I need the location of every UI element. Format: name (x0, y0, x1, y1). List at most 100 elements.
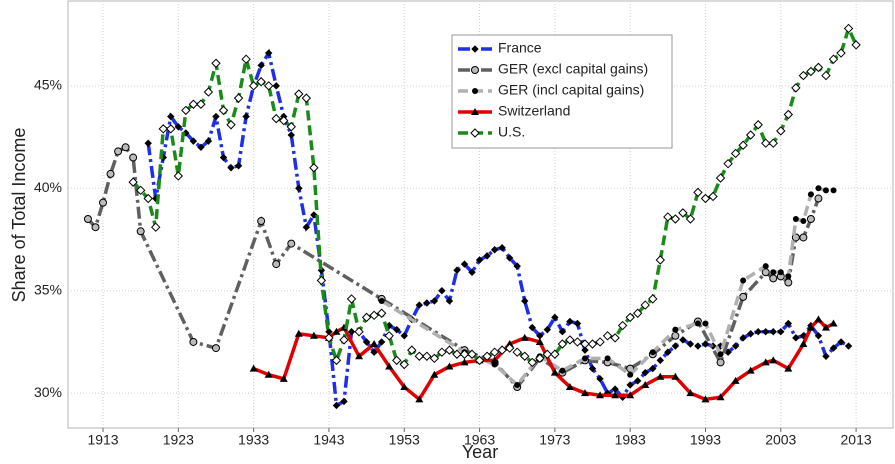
point (512, 347, 522, 357)
point (587, 339, 598, 349)
point (671, 342, 680, 350)
point (693, 187, 703, 198)
point (295, 184, 303, 192)
legend-marker (471, 108, 479, 115)
point (753, 120, 763, 130)
point (452, 349, 462, 359)
point (271, 113, 281, 124)
point (339, 335, 349, 345)
point (581, 346, 589, 354)
legend-marker (471, 45, 479, 53)
point (504, 343, 515, 353)
point (762, 263, 769, 270)
point (414, 351, 425, 361)
point (151, 222, 161, 232)
point (430, 297, 439, 305)
point (167, 112, 175, 121)
point (762, 327, 770, 336)
point (482, 351, 492, 361)
point (377, 338, 386, 346)
point (393, 325, 401, 334)
point (490, 356, 499, 364)
point (445, 297, 454, 305)
point (279, 115, 289, 126)
point (670, 214, 681, 224)
point (211, 58, 221, 68)
point (257, 217, 266, 226)
point (671, 331, 680, 340)
point (415, 395, 424, 403)
point (829, 319, 838, 327)
y-tick-label: 45% (34, 77, 62, 93)
point (754, 327, 762, 336)
point (263, 81, 274, 91)
x-tick-label: 2003 (765, 432, 796, 448)
y-tick-label: 30% (34, 384, 62, 400)
point (648, 294, 658, 304)
point (559, 367, 566, 374)
point (257, 61, 265, 70)
point (340, 397, 348, 406)
point (595, 337, 605, 347)
point (219, 153, 228, 162)
point (272, 82, 280, 90)
point (700, 193, 711, 204)
point (792, 334, 800, 342)
point (279, 374, 288, 382)
point (166, 124, 176, 134)
legend-marker (470, 128, 480, 138)
point (332, 327, 341, 335)
point (814, 332, 823, 340)
point (655, 255, 666, 265)
point (490, 246, 499, 254)
point (565, 335, 575, 345)
point (694, 342, 702, 350)
point (361, 312, 372, 323)
point (429, 353, 440, 364)
point (813, 62, 824, 73)
point (777, 269, 784, 276)
legend-label: U.S. (498, 124, 525, 140)
point (663, 212, 673, 222)
point (376, 308, 387, 318)
x-tick-label: 1923 (163, 432, 194, 448)
point (460, 260, 469, 268)
point (596, 375, 604, 383)
point (708, 191, 718, 202)
point (588, 364, 597, 373)
point (309, 163, 319, 173)
point (354, 326, 364, 337)
point (415, 301, 424, 309)
point (715, 173, 726, 183)
point (483, 252, 491, 260)
point (769, 274, 778, 283)
point (181, 105, 191, 116)
point (527, 357, 537, 368)
point (777, 327, 785, 336)
legend: France GER (excl capital gains) GER (incl … (451, 34, 673, 149)
point (331, 355, 342, 366)
point (791, 83, 801, 93)
point (129, 153, 138, 162)
point (316, 275, 327, 286)
point (702, 320, 709, 327)
point (738, 140, 748, 150)
point (513, 262, 521, 270)
point (468, 268, 476, 276)
point (640, 300, 650, 310)
point (475, 256, 484, 264)
legend-label: France (498, 40, 542, 56)
point (723, 158, 733, 169)
point (604, 355, 611, 362)
point (347, 327, 356, 336)
point (400, 383, 409, 391)
point (806, 66, 816, 77)
point (792, 216, 799, 223)
point (799, 339, 808, 347)
point (256, 77, 266, 87)
point (332, 401, 341, 410)
x-axis-label: Year (462, 442, 498, 462)
x-tick-label: 1913 (87, 432, 118, 448)
point (814, 315, 823, 323)
